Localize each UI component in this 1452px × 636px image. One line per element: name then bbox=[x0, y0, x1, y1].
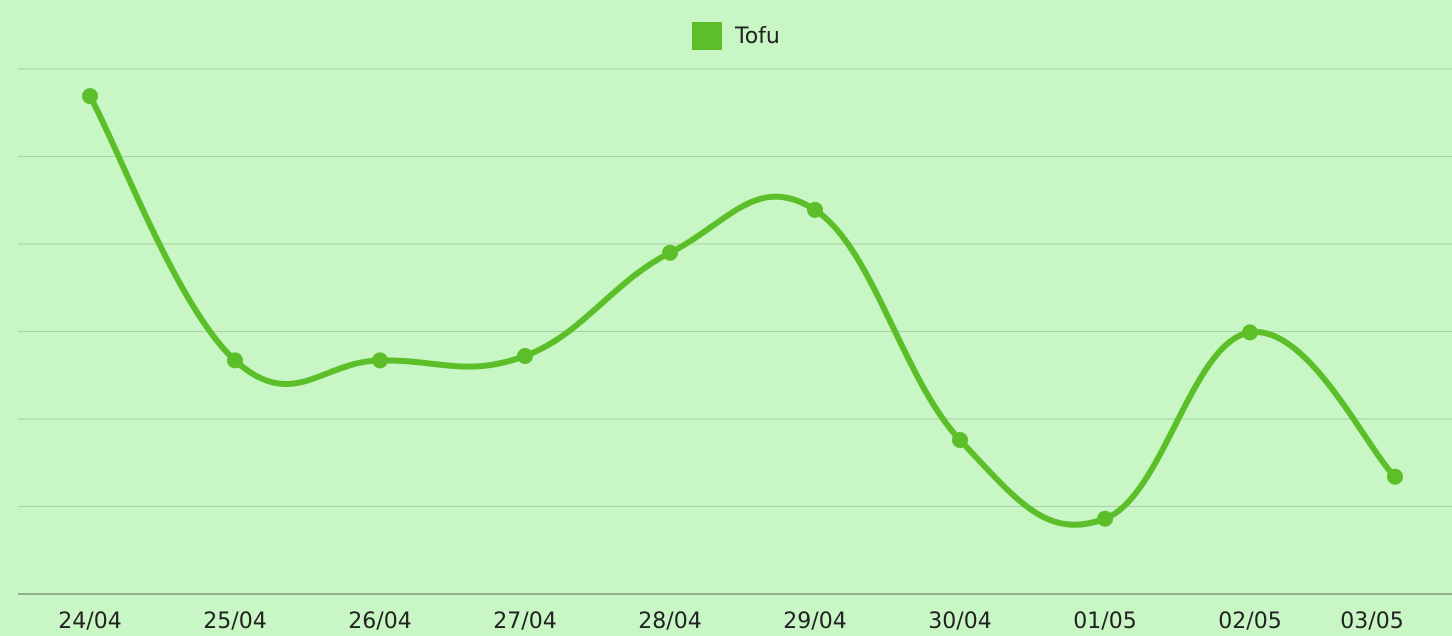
legend-swatch bbox=[692, 22, 722, 50]
x-tick-label: 28/04 bbox=[638, 609, 701, 634]
point bbox=[227, 352, 243, 369]
x-tick-label: 26/04 bbox=[348, 609, 411, 634]
point bbox=[517, 348, 533, 364]
point bbox=[1387, 468, 1403, 485]
x-tick-label: 25/04 bbox=[203, 609, 266, 634]
x-tick-label: 30/04 bbox=[928, 609, 991, 634]
x-tick-label: 02/05 bbox=[1218, 609, 1281, 634]
point bbox=[1242, 324, 1258, 341]
x-tick-label: 03/05 bbox=[1340, 609, 1403, 634]
x-tick-label: 29/04 bbox=[783, 609, 846, 634]
line bbox=[87, 93, 1398, 528]
legend-label: Tofu bbox=[734, 24, 780, 49]
x-tick-label: 27/04 bbox=[493, 609, 556, 634]
point bbox=[807, 201, 823, 218]
point bbox=[1097, 510, 1113, 527]
x-tick-label: 24/04 bbox=[58, 609, 121, 634]
point bbox=[82, 88, 98, 105]
point bbox=[662, 244, 678, 261]
x-tick-label: 01/05 bbox=[1073, 609, 1136, 634]
point bbox=[372, 352, 388, 369]
point bbox=[952, 432, 968, 448]
